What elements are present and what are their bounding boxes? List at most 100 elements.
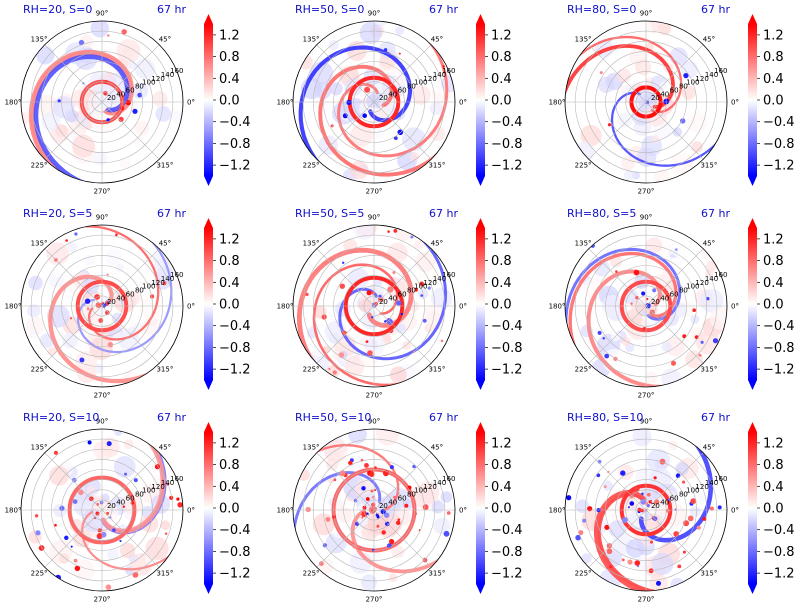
colorbar-extend-bottom [748,380,757,390]
angle-label: 270° [638,392,655,400]
radial-tick-label: 100 [414,487,427,495]
polar-frame [564,428,728,592]
angle-label: 225° [303,569,320,577]
field-wash [668,440,678,451]
angle-label: 45° [431,240,443,248]
field-wash [640,341,664,365]
speckle [656,580,661,586]
grid-spoke [316,44,375,103]
colorbar-tick-label: 0.4 [491,276,512,291]
grid-spoke [588,101,647,160]
grid-spoke [373,101,432,160]
colorbar-tick-label: −1.2 [491,159,523,174]
speckle [698,353,702,357]
speckle [650,540,653,544]
speckle [149,294,155,299]
speckle [365,497,370,501]
radial-tick-label: 60 [126,494,135,502]
spiral-band [302,444,400,512]
grid-spoke [588,509,647,568]
speckle [125,100,131,106]
field-wash [329,82,343,96]
field-wash [99,437,120,458]
speckle [602,337,605,340]
panel-time: 67 hr [429,207,458,220]
radial-tick-label: 80 [135,287,144,295]
field-wash [28,275,43,291]
polar-frame [20,224,184,388]
field-wash [379,148,391,160]
panel-title: RH=50, S=10 [295,411,371,424]
field-wash [134,58,156,80]
field-wash [328,332,341,345]
speckle [346,99,352,105]
field-wash [675,462,689,476]
speckle [328,368,331,370]
radial-tick-label: 20 [379,298,388,306]
angle-label: 45° [703,240,715,248]
panel-time: 67 hr [157,207,186,220]
speckle [305,506,311,513]
angle-label: 135° [575,444,592,452]
angle-label: 135° [303,240,320,248]
colorbar-tick-label: −1.2 [763,567,795,582]
speckle [133,478,138,483]
field-wash [155,106,172,122]
radial-tick-label: 80 [135,491,144,499]
colorbar-tick-label: 0.0 [763,94,784,109]
speckle [615,270,618,273]
speckle [420,294,424,297]
speckle [107,342,114,348]
speckle [87,440,92,445]
polar-frame [564,20,728,184]
field-wash [616,68,632,84]
radial-tick-label: 160 [714,475,727,483]
field-wash [105,248,123,267]
field-wash [391,545,405,559]
speckle [106,441,112,447]
speckle [154,464,160,470]
field-wash [118,156,131,169]
speckle [106,273,109,276]
colorbar-tick-label: 1.2 [491,436,512,451]
speckle [647,492,651,497]
grid-spoke [44,452,103,511]
speckle [659,458,666,465]
field-wash [411,85,431,105]
field-wash [431,500,445,514]
colorbar-tick-label: 0.0 [491,94,512,109]
radial-tick-label: 120 [423,279,436,287]
colorbar-extend-top [476,14,485,24]
colorbar-tick-label: −0.8 [219,545,251,560]
panel-title: RH=20, S=0 [23,3,92,16]
speckle [107,34,110,37]
grid-spoke [645,452,704,511]
grid-spoke [373,509,432,568]
spiral-band [565,35,683,114]
field-wash [359,21,382,44]
field-wash [298,469,310,481]
field-wash [26,316,45,336]
speckle [70,545,73,548]
radial-tick-label: 20 [651,94,660,102]
field-wash [440,491,453,503]
colorbar-tick-label: 1.2 [763,28,784,43]
colorbar-tick-label: −0.4 [763,523,795,538]
speckle [597,459,602,464]
colorbar-extend-bottom [748,584,757,594]
field-wash [376,429,400,446]
spiral-band [565,44,675,115]
angle-label: 315° [156,365,173,373]
colorbar [748,432,757,584]
speckle [667,498,671,502]
angle-label: 315° [156,569,173,577]
speckle [332,370,337,375]
speckle [371,502,376,507]
speckle [642,326,647,331]
colorbar-extend-bottom [476,176,485,186]
speckle [717,505,722,510]
colorbar-tick-label: 0.8 [219,254,240,269]
radial-tick-label: 160 [170,475,183,483]
speckle [361,516,364,519]
